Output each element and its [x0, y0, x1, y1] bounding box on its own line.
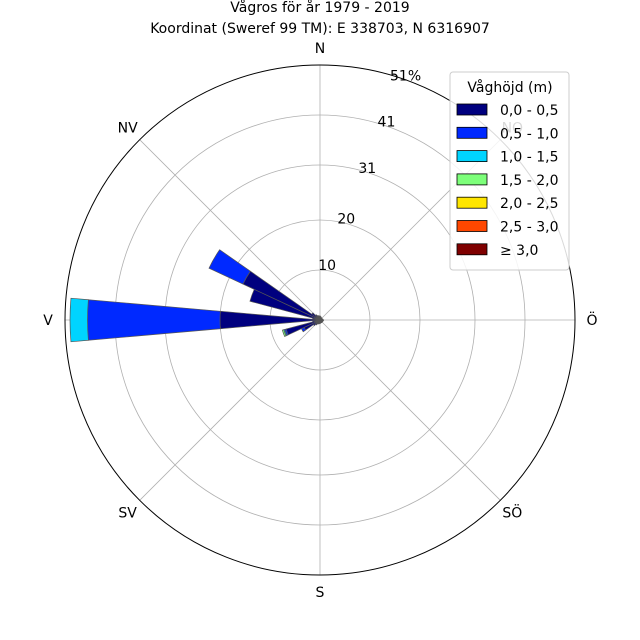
legend-box [449, 71, 570, 271]
radial-tick-label: 51% [390, 68, 421, 84]
radial-tick-label: 10 [318, 258, 336, 274]
direction-label: Ö [586, 311, 597, 329]
legend-swatch [456, 103, 488, 116]
rose-bar-segment [87, 299, 221, 341]
direction-label: NV [118, 121, 138, 137]
legend: Våghöjd (m) 0,0 - 0,5 0,5 - 1,0 1,0 - 1,5 1… [449, 71, 570, 271]
chart-title-line-1: Vågros för år 1979 - 2019 [230, 0, 409, 16]
rose-bars [69, 249, 324, 343]
rose-bar-segment [318, 315, 321, 321]
legend-swatch [456, 126, 488, 139]
legend-label: 1,0 - 1,5 [500, 150, 558, 166]
grid-spoke [139, 139, 321, 321]
legend-label: 0,5 - 1,0 [500, 126, 558, 142]
legend-swatch [456, 173, 488, 186]
rose-bar-segment [69, 297, 89, 343]
rose-bar-segment [208, 249, 251, 285]
direction-label: SÖ [502, 503, 522, 521]
legend-label: 2,5 - 3,0 [500, 220, 558, 236]
legend-swatch [456, 243, 488, 256]
legend-label: 1,5 - 2,0 [500, 173, 558, 189]
legend-swatch [456, 196, 488, 209]
grid-spoke [139, 319, 321, 501]
radial-tick-label: 20 [337, 212, 355, 228]
legend-label: 0,0 - 0,5 [500, 103, 558, 119]
legend-swatch [456, 220, 488, 232]
radial-tick-label: 41 [378, 115, 396, 131]
polar-frame [64, 64, 576, 576]
grid-spoke [319, 319, 501, 501]
direction-label: N [315, 41, 325, 57]
legend-swatch [456, 150, 488, 163]
polar-outer-frame [64, 64, 576, 576]
legend-label: 2,0 - 2,5 [500, 196, 558, 212]
direction-label: V [43, 313, 53, 329]
rose-bar-segment [281, 329, 287, 337]
legend-label: ≥ 3,0 [500, 243, 538, 259]
chart-title-line-2: Koordinat (Sweref 99 TM): E 338703, N 63… [150, 21, 490, 37]
radial-tick-label: 31 [358, 161, 376, 177]
legend-title: Våghöjd (m) [467, 79, 552, 96]
direction-label: SV [118, 505, 137, 521]
direction-label: S [316, 585, 325, 601]
